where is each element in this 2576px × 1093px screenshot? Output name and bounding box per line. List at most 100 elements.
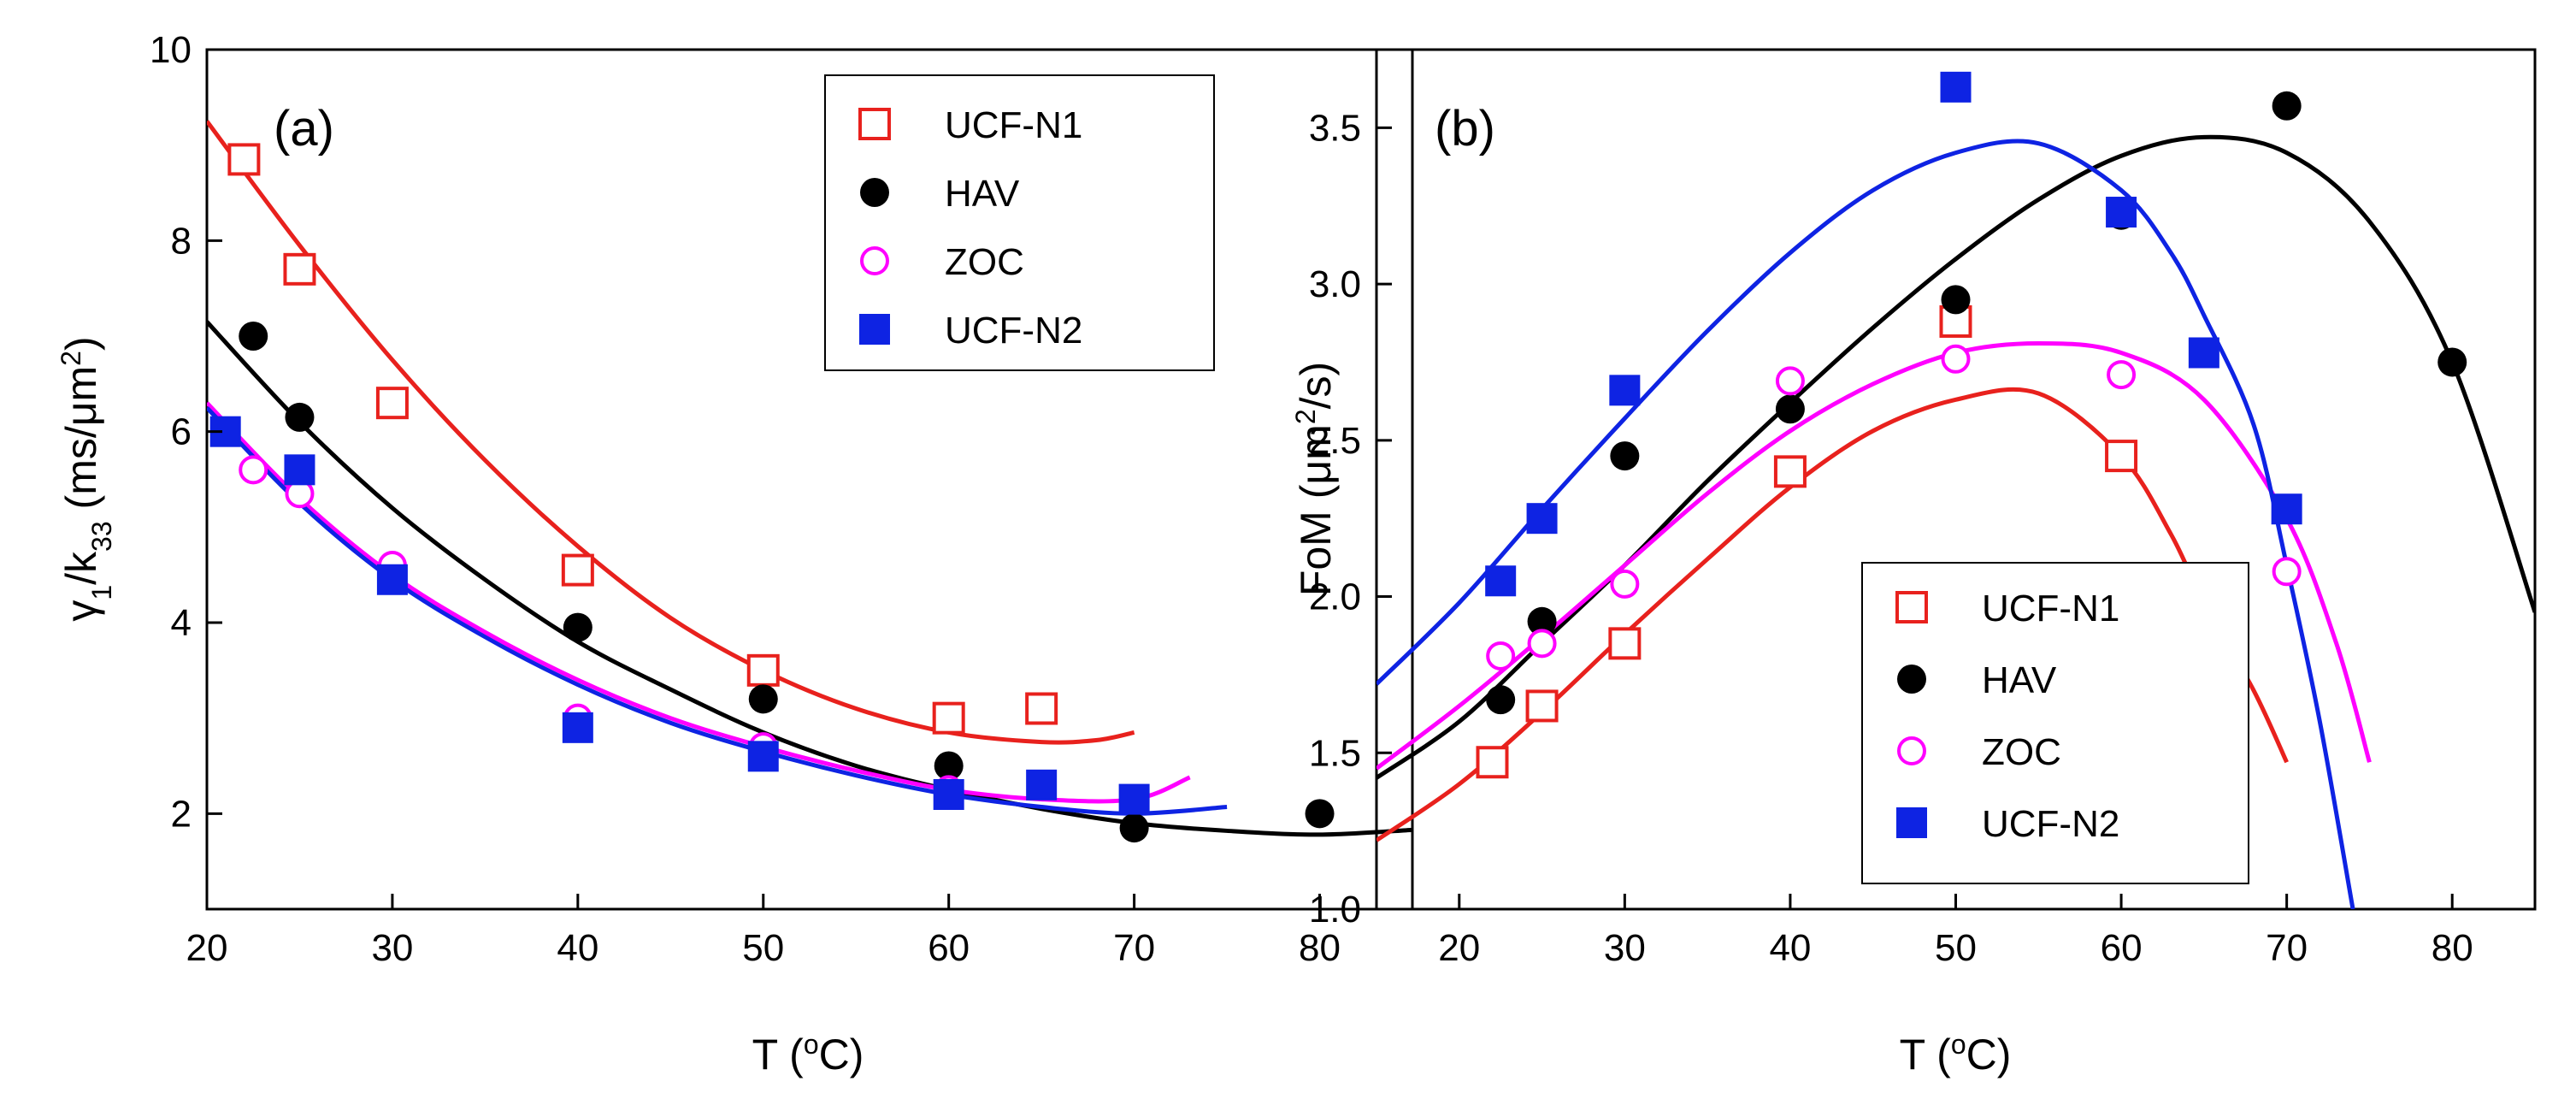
y-tick-label: 2.5 — [1309, 420, 1361, 462]
y-tick-label: 1.0 — [1309, 889, 1361, 931]
legend-marker-ucf-n1 — [1895, 591, 1928, 623]
axis-ticks: 20 30 40 50 60 70 80 2 4 6 8 10 — [150, 29, 1341, 969]
data-point-ucf-n1 — [561, 553, 594, 587]
legend-marker-hav — [1897, 665, 1926, 694]
data-point-hav — [1941, 285, 1971, 315]
data-point-hav — [563, 612, 592, 642]
data-point-ucf-n2 — [1026, 769, 1058, 801]
legend-label-ucf-n1: UCF-N1 — [1982, 588, 2119, 629]
data-point-zoc — [239, 455, 268, 485]
legend-marker-hav — [860, 178, 889, 207]
y-tick-label: 8 — [171, 220, 192, 262]
data-point-ucf-n2 — [933, 779, 964, 810]
panel-label: (b) — [1435, 101, 1495, 157]
x-tick-label: 80 — [2432, 927, 2473, 969]
data-point-ucf-n1 — [1476, 746, 1509, 779]
x-tick-label: 50 — [742, 927, 784, 969]
data-point-ucf-n2 — [1485, 565, 1517, 597]
legend-label-ucf-n1: UCF-N1 — [945, 104, 1082, 146]
legend-label-ucf-n2: UCF-N2 — [1982, 803, 2119, 845]
x-tick-label: 70 — [2266, 927, 2308, 969]
data-point-ucf-n2 — [1118, 783, 1150, 815]
x-tick-label: 50 — [1935, 927, 1977, 969]
legend-marker-zoc — [1897, 736, 1926, 765]
data-point-ucf-n2 — [1940, 71, 1972, 103]
y-tick-label: 1.5 — [1309, 732, 1361, 774]
legend-label-zoc: ZOC — [1982, 731, 2061, 773]
data-point-ucf-n1 — [227, 143, 261, 176]
data-point-ucf-n2 — [2106, 197, 2137, 228]
data-point-ucf-n2 — [562, 712, 593, 743]
x-tick-label: 20 — [186, 927, 228, 969]
fit-line-hav — [1376, 134, 2535, 780]
data-point-ucf-n2 — [747, 741, 779, 772]
x-tick-label: 60 — [928, 927, 970, 969]
legend-marker-zoc — [860, 246, 889, 275]
legend: UCF-N1 HAV ZOC UCF-N2 — [1861, 562, 2249, 884]
data-point-zoc — [2107, 360, 2137, 390]
data-point-hav — [2272, 91, 2302, 121]
legend-label-ucf-n2: UCF-N2 — [945, 310, 1082, 352]
data-point-ucf-n2 — [376, 564, 408, 595]
x-tick-label: 80 — [1299, 927, 1341, 969]
data-point-ucf-n1 — [746, 653, 780, 687]
x-axis-label: T (oC) — [752, 1029, 864, 1078]
legend-marker-ucf-n2 — [859, 314, 890, 345]
data-point-hav — [1527, 606, 1557, 636]
legend-label-hav: HAV — [945, 173, 1020, 215]
legend-items: UCF-N1 HAV ZOC UCF-N2 — [858, 104, 1082, 352]
data-point-hav — [1486, 685, 1516, 715]
data-point-hav — [239, 322, 268, 351]
fit-line-ucf-n2 — [1376, 139, 2355, 909]
data-point-hav — [1305, 799, 1335, 829]
data-point-zoc — [1775, 366, 1805, 396]
data-point-zoc — [1486, 641, 1516, 671]
data-point-hav — [1119, 813, 1149, 843]
x-tick-label: 70 — [1113, 927, 1155, 969]
y-tick-label: 4 — [171, 602, 192, 644]
y-tick-label: 2.0 — [1309, 576, 1361, 618]
data-point-ucf-n1 — [1525, 689, 1559, 723]
chart-panel-b: 20 30 40 50 60 70 801.01.52.02.53.03.5 (b) T (… — [1290, 48, 2537, 1078]
x-tick-label: 40 — [1769, 927, 1811, 969]
data-point-hav — [1775, 394, 1805, 424]
legend-label-hav: HAV — [1982, 659, 2057, 701]
data-point-zoc — [2272, 557, 2302, 587]
data-point-ucf-n2 — [1526, 503, 1558, 535]
data-point-hav — [2437, 347, 2467, 377]
x-tick-label: 60 — [2101, 927, 2143, 969]
legend: UCF-N1 HAV ZOC UCF-N2 — [824, 74, 1215, 371]
y-axis-label: FoM (μm2/s) — [1290, 362, 1340, 596]
y-tick-label: 3.0 — [1309, 263, 1361, 305]
data-point-ucf-n1 — [932, 701, 965, 735]
data-point-hav — [748, 684, 778, 714]
data-point-ucf-n2 — [2271, 493, 2302, 525]
data-point-zoc — [1941, 344, 1971, 374]
data-point-ucf-n1 — [1773, 455, 1807, 488]
data-point-hav — [285, 402, 315, 432]
x-tick-label: 30 — [1604, 927, 1646, 969]
fit-line-ucf-n2 — [207, 406, 1228, 816]
legend-label-zoc: ZOC — [945, 241, 1024, 283]
legend-items: UCF-N1 HAV ZOC UCF-N2 — [1895, 588, 2119, 845]
data-point-hav — [934, 751, 964, 781]
x-axis-label: T (oC) — [1900, 1029, 2012, 1078]
plot-marks — [207, 120, 1412, 843]
y-tick-label: 6 — [171, 411, 192, 453]
fit-line-ucf-n1 — [207, 120, 1135, 745]
x-tick-label: 20 — [1438, 927, 1480, 969]
data-point-zoc — [1610, 569, 1640, 599]
data-point-ucf-n1 — [1025, 692, 1058, 725]
panel-label: (a) — [274, 101, 334, 157]
legend-marker-ucf-n2 — [1896, 807, 1927, 838]
data-point-ucf-n1 — [283, 252, 316, 286]
y-axis-label: γ1/k33 (ms/μm2) — [56, 336, 117, 621]
y-tick-label: 10 — [150, 29, 192, 71]
plot-area-frame — [205, 48, 1414, 911]
data-point-ucf-n1 — [1608, 627, 1642, 660]
legend-marker-ucf-n1 — [858, 108, 891, 140]
data-point-ucf-n2 — [1609, 375, 1641, 406]
x-tick-label: 40 — [557, 927, 598, 969]
data-point-ucf-n1 — [375, 387, 409, 420]
